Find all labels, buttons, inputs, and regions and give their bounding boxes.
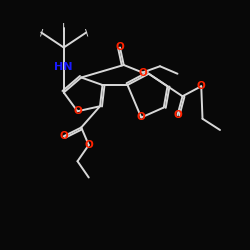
Text: O: O — [138, 68, 147, 78]
Text: O: O — [60, 131, 68, 141]
Text: \: \ — [84, 28, 88, 37]
Text: O: O — [173, 110, 182, 120]
Text: O: O — [73, 106, 82, 116]
Text: O: O — [137, 112, 145, 122]
Text: O: O — [84, 140, 93, 150]
Text: |: | — [62, 23, 66, 32]
Text: HN: HN — [54, 62, 73, 72]
Text: O: O — [116, 42, 124, 52]
Text: O: O — [197, 81, 206, 91]
Text: /: / — [40, 28, 43, 37]
